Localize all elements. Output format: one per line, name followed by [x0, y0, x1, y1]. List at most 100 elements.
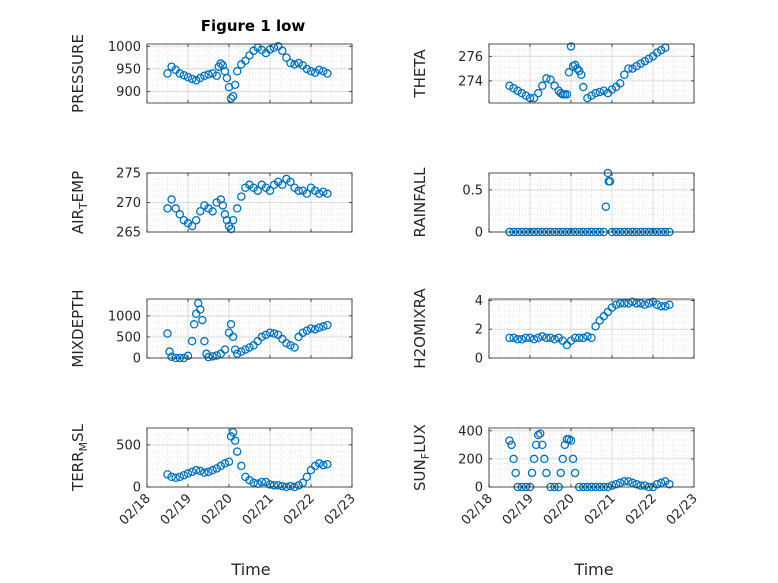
data-point [615, 299, 625, 308]
data-point [196, 305, 205, 314]
data-point [191, 76, 201, 85]
data-point [577, 70, 586, 79]
data-point [652, 48, 662, 57]
data-point [323, 69, 332, 78]
data-point [314, 459, 324, 468]
data-point [228, 215, 238, 225]
data-point [568, 454, 578, 464]
data-point [636, 59, 645, 68]
data-point [564, 434, 574, 444]
data-point [521, 333, 531, 343]
data-point [546, 75, 555, 84]
data-point [665, 479, 674, 489]
data-point [208, 69, 217, 78]
data-point [566, 436, 576, 445]
axes-box [488, 427, 695, 488]
data-point [505, 436, 514, 445]
data-point [204, 352, 213, 362]
axes-box [488, 43, 695, 104]
data-point [218, 61, 228, 70]
minor-grid [488, 428, 695, 487]
data-point [171, 473, 180, 482]
data-point [533, 88, 543, 98]
data-point [228, 427, 238, 437]
data-point [538, 81, 547, 91]
data-point [232, 349, 242, 359]
data-point [183, 72, 193, 82]
data-point [306, 66, 316, 76]
data-point [570, 333, 580, 343]
data-point [640, 481, 650, 490]
data-point [620, 70, 629, 79]
axes-box [488, 172, 695, 233]
data-point [232, 204, 242, 213]
data-point [605, 177, 615, 186]
data-point [529, 454, 539, 464]
data-point [286, 58, 295, 68]
data-point [237, 461, 246, 471]
data-point [187, 221, 197, 231]
data-point [540, 454, 549, 464]
data-point [165, 347, 174, 356]
data-point [198, 315, 207, 325]
data-point [183, 469, 193, 478]
data-point [269, 481, 279, 490]
data-point [323, 189, 332, 198]
data-point [314, 65, 324, 75]
data-point [196, 73, 205, 83]
y-ticks: 274 276 [458, 50, 694, 89]
data-point [294, 58, 303, 68]
y-tick-label: 275 [116, 167, 141, 182]
data-point [167, 195, 176, 204]
y-tick-label: 0 [133, 352, 141, 367]
data-point [310, 325, 320, 334]
data-point [314, 323, 324, 332]
data-point [200, 336, 209, 346]
data-point [196, 466, 205, 476]
data-point [218, 201, 228, 210]
data-point [167, 352, 176, 361]
data-point [620, 299, 629, 308]
data-point [509, 333, 518, 343]
x-ticks [488, 44, 695, 103]
x-axis-label-right: Time [573, 560, 613, 579]
data-point [562, 90, 572, 99]
data-point [632, 61, 641, 71]
y-ticks: 0 500 1000 [108, 309, 352, 367]
figure-title: Figure 1 low [201, 17, 306, 35]
data-point [189, 320, 199, 329]
y-tick-label: 200 [458, 452, 483, 467]
data-point [241, 56, 250, 66]
data-point [533, 333, 543, 343]
data-point [558, 454, 568, 464]
data-point [216, 59, 226, 68]
y-axis-label-subscript: M [77, 442, 90, 452]
data-point [636, 299, 645, 308]
data-point [607, 85, 617, 94]
data-point [232, 447, 242, 456]
data-point [163, 329, 172, 338]
data-point [216, 195, 226, 204]
data-point [587, 91, 596, 100]
data-point [314, 189, 324, 198]
data-point [208, 207, 217, 216]
data-point [183, 351, 193, 361]
data-point [542, 74, 551, 83]
data-point [665, 300, 674, 310]
y-tick-label: 0 [133, 481, 141, 496]
y-tick-label: 0.5 [462, 183, 483, 198]
data-point [591, 322, 600, 331]
data-point [187, 336, 197, 346]
data-point [652, 479, 662, 489]
data-point [278, 481, 287, 491]
data-point [282, 53, 291, 62]
data-point [286, 177, 295, 187]
data-point [298, 478, 308, 488]
data-point [282, 338, 291, 348]
data-point [507, 440, 516, 450]
data-point [624, 477, 633, 486]
y-axis-label-main: AIR [69, 209, 87, 234]
data-point [595, 87, 604, 97]
data-point [624, 299, 633, 308]
y-axis-label: PRESSURE [69, 34, 87, 113]
